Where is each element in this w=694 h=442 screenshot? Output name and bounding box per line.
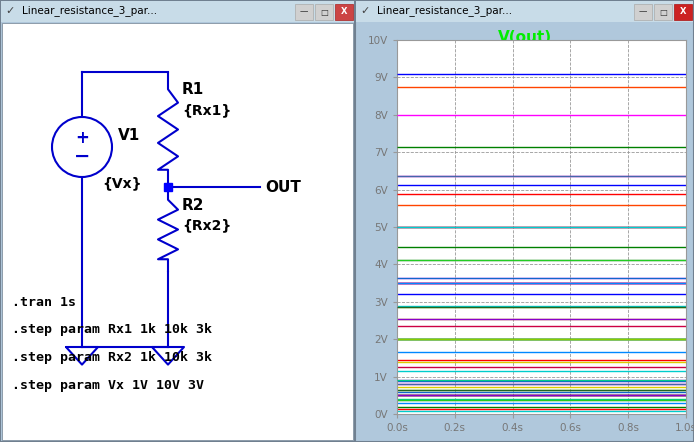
Text: {Vx}: {Vx} [102, 176, 142, 190]
Bar [674, 4, 692, 20]
Bar [1, 1, 354, 22]
Text: ✓: ✓ [5, 6, 15, 16]
Bar [295, 4, 313, 20]
Text: {Rx2}: {Rx2} [182, 218, 231, 232]
Text: +: + [75, 129, 89, 147]
Text: R2: R2 [182, 198, 205, 213]
Text: —: — [300, 8, 308, 16]
Text: .step param Rx2 1k 10k 3k: .step param Rx2 1k 10k 3k [12, 351, 212, 365]
Circle shape [52, 117, 112, 177]
Bar [335, 4, 353, 20]
Bar [634, 4, 652, 20]
Text: X: X [341, 8, 347, 16]
Text: □: □ [659, 8, 667, 16]
Text: .tran 1s: .tran 1s [12, 296, 76, 309]
Text: .step param Vx 1V 10V 3V: .step param Vx 1V 10V 3V [12, 380, 204, 392]
Text: −: − [74, 146, 90, 165]
Text: Linear_resistance_3_par...: Linear_resistance_3_par... [377, 6, 512, 16]
Bar [356, 1, 693, 22]
Text: X: X [679, 8, 686, 16]
Text: V1: V1 [118, 127, 140, 142]
Bar [315, 4, 333, 20]
Text: —: — [638, 8, 648, 16]
Text: V(out): V(out) [498, 30, 552, 45]
Text: OUT: OUT [265, 179, 301, 194]
Text: ✓: ✓ [360, 6, 369, 16]
Bar [654, 4, 672, 20]
Text: .step param Rx1 1k 10k 3k: .step param Rx1 1k 10k 3k [12, 324, 212, 336]
Text: R1: R1 [182, 83, 204, 98]
Text: Linear_resistance_3_par...: Linear_resistance_3_par... [22, 6, 157, 16]
Text: {Rx1}: {Rx1} [182, 103, 231, 117]
Text: □: □ [320, 8, 328, 16]
